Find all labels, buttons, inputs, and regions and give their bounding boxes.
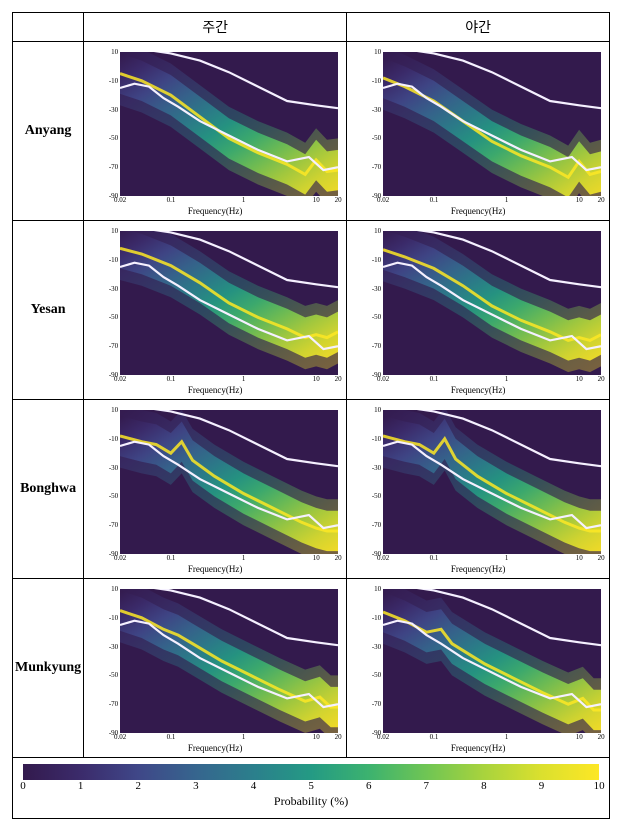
- plot-area: [383, 231, 601, 375]
- plot-munkyung-day: Power Density ( Pa²/Hz)Frequency(Hz)10-1…: [84, 579, 347, 758]
- plot-yesan-night: Power Density ( Pa²/Hz)Frequency(Hz)10-1…: [347, 221, 610, 400]
- yticks: 10-10-30-50-70-90: [367, 410, 381, 554]
- xlabel: Frequency(Hz): [451, 564, 505, 574]
- xlabel: Frequency(Hz): [188, 564, 242, 574]
- plot-area: [120, 589, 338, 733]
- plot-anyang-day: Power Density ( Pa²/Hz)Frequency(Hz)10-1…: [84, 42, 347, 221]
- xticks: 0.020.111020: [120, 375, 338, 385]
- colorbar-label: Probability (%): [23, 794, 599, 809]
- colorbar-tick: 9: [539, 780, 545, 792]
- colorbar-tick: 8: [481, 780, 487, 792]
- yticks: 10-10-30-50-70-90: [104, 410, 118, 554]
- xlabel: Frequency(Hz): [451, 385, 505, 395]
- colorbar-ticks: 012345678910: [23, 780, 599, 792]
- plot-anyang-night: Power Density ( Pa²/Hz)Frequency(Hz)10-1…: [347, 42, 610, 221]
- yticks: 10-10-30-50-70-90: [367, 231, 381, 375]
- plot-bonghwa-night: Power Density ( Pa²/Hz)Frequency(Hz)10-1…: [347, 400, 610, 579]
- corner-cell: [13, 13, 84, 42]
- xticks: 0.020.111020: [120, 196, 338, 206]
- row-label-munkyung: Munkyung: [13, 579, 84, 758]
- plot-area: [120, 52, 338, 196]
- row-label-bonghwa: Bonghwa: [13, 400, 84, 579]
- xlabel: Frequency(Hz): [451, 206, 505, 216]
- figure-grid: 주간 야간 AnyangPower Density ( Pa²/Hz)Frequ…: [12, 12, 610, 819]
- colorbar-tick: 3: [193, 780, 199, 792]
- colorbar-tick: 0: [20, 780, 26, 792]
- xticks: 0.020.111020: [120, 554, 338, 564]
- plot-area: [383, 589, 601, 733]
- plot-area: [383, 410, 601, 554]
- plot-munkyung-night: Power Density ( Pa²/Hz)Frequency(Hz)10-1…: [347, 579, 610, 758]
- plot-yesan-day: Power Density ( Pa²/Hz)Frequency(Hz)10-1…: [84, 221, 347, 400]
- colorbar-tick: 4: [251, 780, 257, 792]
- colorbar-cell: 0 1 2 3 4 5 6 7 8 9 10 Probability (%): [13, 758, 610, 819]
- xlabel: Frequency(Hz): [188, 385, 242, 395]
- colorbar-tick: 10: [594, 780, 605, 792]
- row-label-yesan: Yesan: [13, 221, 84, 400]
- xticks: 0.020.111020: [383, 196, 601, 206]
- plot-area: [120, 231, 338, 375]
- xticks: 0.020.111020: [120, 733, 338, 743]
- plot-area: [383, 52, 601, 196]
- plot-bonghwa-day: Power Density ( Pa²/Hz)Frequency(Hz)10-1…: [84, 400, 347, 579]
- colorbar: [23, 764, 599, 780]
- colorbar-tick: 1: [78, 780, 84, 792]
- colorbar-tick: 2: [135, 780, 141, 792]
- xticks: 0.020.111020: [383, 733, 601, 743]
- yticks: 10-10-30-50-70-90: [367, 52, 381, 196]
- colorbar-tick: 7: [424, 780, 430, 792]
- xlabel: Frequency(Hz): [188, 743, 242, 753]
- colorbar-tick: 5: [308, 780, 314, 792]
- xticks: 0.020.111020: [383, 554, 601, 564]
- yticks: 10-10-30-50-70-90: [104, 589, 118, 733]
- xlabel: Frequency(Hz): [451, 743, 505, 753]
- colorbar-tick: 6: [366, 780, 372, 792]
- col-header-day: 주간: [84, 13, 347, 42]
- xlabel: Frequency(Hz): [188, 206, 242, 216]
- yticks: 10-10-30-50-70-90: [367, 589, 381, 733]
- yticks: 10-10-30-50-70-90: [104, 52, 118, 196]
- row-label-anyang: Anyang: [13, 42, 84, 221]
- xticks: 0.020.111020: [383, 375, 601, 385]
- plot-area: [120, 410, 338, 554]
- col-header-night: 야간: [347, 13, 610, 42]
- yticks: 10-10-30-50-70-90: [104, 231, 118, 375]
